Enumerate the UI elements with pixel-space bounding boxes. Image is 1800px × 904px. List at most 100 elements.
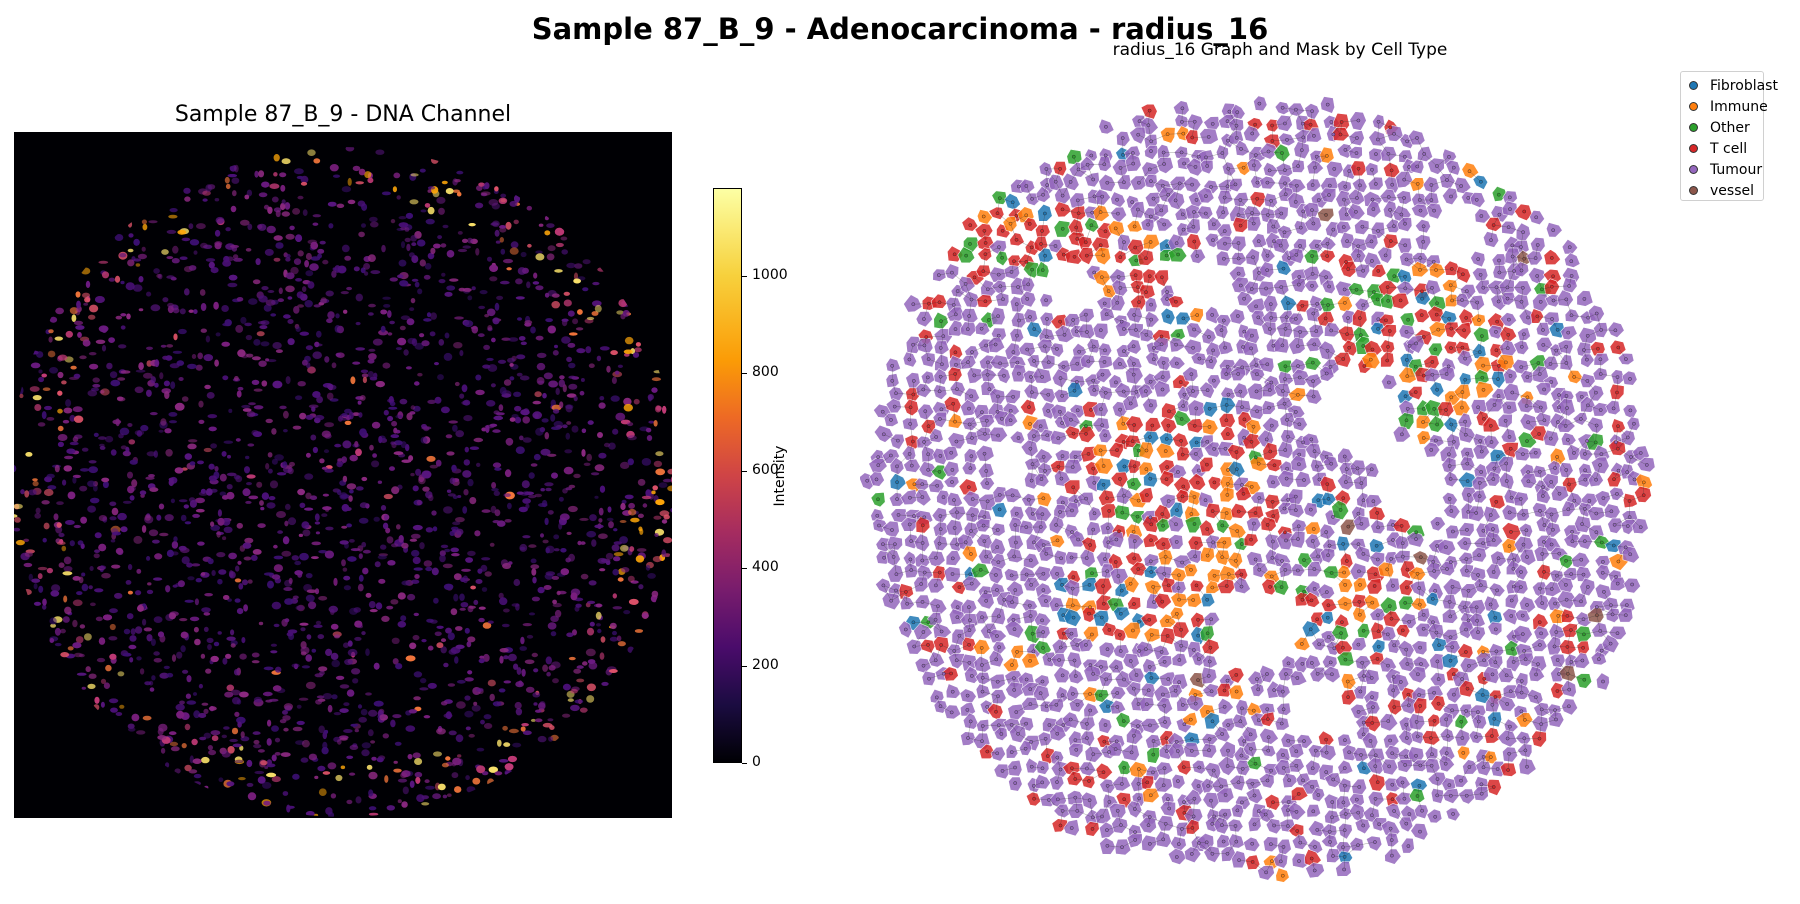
- nucleus: [406, 366, 412, 369]
- nucleus: [292, 774, 299, 780]
- nucleus: [276, 511, 286, 518]
- nucleus: [463, 288, 472, 292]
- nucleus: [551, 473, 558, 479]
- nucleus: [102, 345, 106, 352]
- nucleus: [42, 599, 47, 606]
- nucleus: [258, 749, 265, 753]
- nucleus: [41, 374, 47, 378]
- nucleus: [494, 410, 500, 414]
- nucleus: [128, 591, 133, 595]
- nucleus: [322, 467, 328, 470]
- nucleus: [179, 499, 188, 502]
- nucleus: [44, 523, 50, 530]
- nucleus: [420, 169, 426, 173]
- nucleus: [489, 276, 497, 281]
- nucleus: [359, 428, 367, 436]
- nucleus: [181, 632, 188, 639]
- nucleus: [520, 376, 530, 381]
- nucleus: [186, 694, 191, 699]
- nucleus: [120, 526, 127, 532]
- nucleus: [628, 647, 635, 653]
- nucleus: [340, 738, 348, 741]
- nucleus: [467, 295, 472, 300]
- nucleus: [458, 249, 467, 252]
- nucleus: [96, 617, 103, 622]
- nucleus: [457, 754, 461, 757]
- nucleus: [516, 708, 522, 715]
- colorbar-tick: [742, 276, 747, 277]
- nucleus: [226, 781, 234, 786]
- nucleus: [74, 374, 81, 379]
- nucleus: [582, 429, 586, 434]
- nucleus: [143, 224, 148, 231]
- nucleus: [546, 672, 551, 677]
- nucleus: [589, 580, 597, 585]
- nucleus: [522, 268, 529, 274]
- nucleus: [476, 463, 480, 467]
- nucleus: [610, 623, 617, 629]
- nucleus: [638, 479, 646, 486]
- nucleus: [428, 186, 435, 189]
- nucleus: [637, 548, 647, 552]
- nucleus: [111, 449, 117, 455]
- nucleus: [406, 413, 412, 421]
- nucleus: [352, 678, 358, 683]
- nucleus: [667, 469, 672, 475]
- nucleus: [401, 441, 407, 448]
- nucleus: [388, 332, 393, 335]
- nucleus: [493, 416, 503, 420]
- nucleus: [635, 629, 643, 633]
- nucleus: [272, 574, 280, 579]
- nucleus: [642, 458, 651, 466]
- nucleus: [248, 579, 253, 583]
- nucleus: [663, 479, 672, 483]
- nucleus: [628, 576, 635, 582]
- nucleus: [408, 754, 413, 759]
- nucleus: [308, 601, 316, 609]
- nucleus: [330, 164, 339, 171]
- nucleus: [272, 342, 281, 349]
- nucleus: [294, 570, 302, 575]
- nucleus: [348, 495, 352, 502]
- nucleus: [285, 286, 295, 293]
- nucleus: [55, 308, 64, 315]
- nucleus: [96, 340, 106, 344]
- nucleus: [331, 270, 336, 277]
- nucleus: [408, 338, 416, 344]
- nucleus: [444, 353, 453, 361]
- nucleus: [634, 399, 640, 405]
- nucleus: [215, 198, 220, 201]
- nucleus: [638, 584, 643, 589]
- nucleus: [433, 244, 441, 249]
- nucleus: [56, 501, 64, 505]
- nucleus: [104, 682, 110, 689]
- nucleus: [615, 371, 619, 375]
- nucleus: [524, 323, 531, 327]
- nucleus: [400, 326, 406, 331]
- nucleus: [312, 351, 322, 359]
- nucleus: [142, 220, 147, 225]
- nucleus: [38, 586, 43, 593]
- nucleus: [449, 278, 458, 281]
- nucleus: [475, 390, 484, 395]
- nucleus: [609, 669, 618, 673]
- nucleus: [253, 431, 262, 437]
- nucleus: [647, 573, 656, 579]
- nucleus: [214, 642, 219, 647]
- nucleus: [469, 223, 476, 226]
- nucleus: [237, 523, 243, 529]
- nucleus: [441, 545, 448, 549]
- nucleus: [172, 541, 178, 549]
- nucleus: [333, 267, 337, 270]
- nucleus: [24, 563, 33, 567]
- nucleus: [465, 628, 470, 634]
- nucleus: [62, 480, 66, 486]
- nucleus: [127, 472, 133, 479]
- nucleus: [371, 757, 376, 761]
- nucleus: [244, 195, 249, 200]
- nucleus: [638, 514, 644, 518]
- nucleus: [199, 684, 203, 689]
- nucleus: [531, 568, 536, 575]
- nucleus: [568, 343, 576, 348]
- nucleus: [322, 260, 328, 265]
